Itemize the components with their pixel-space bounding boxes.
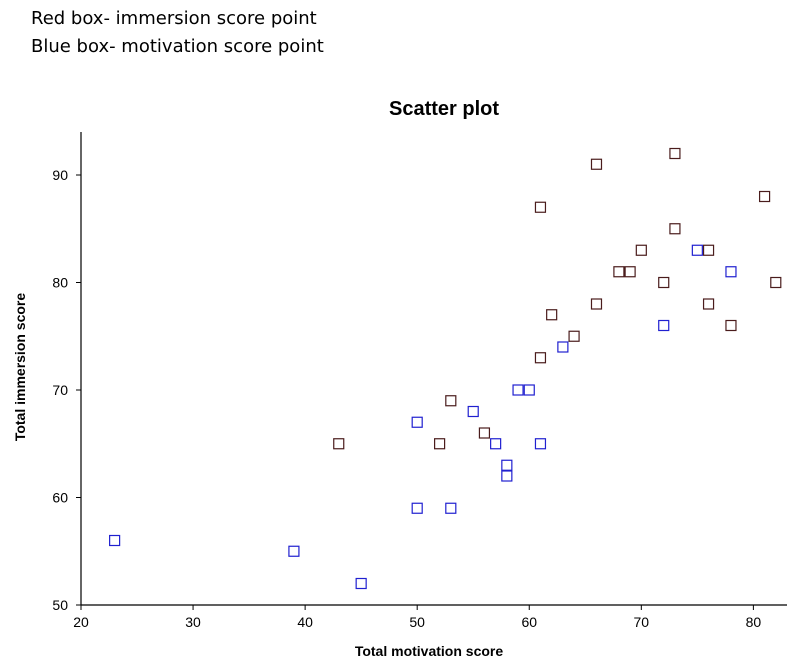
immersion-point xyxy=(534,352,547,364)
y-tick-label: 70 xyxy=(52,382,68,398)
motivation-point xyxy=(411,416,423,428)
motivation-point xyxy=(523,384,535,396)
motivation-point xyxy=(512,384,524,396)
immersion-point xyxy=(445,395,457,407)
motivation-point xyxy=(725,266,737,278)
motivation-point xyxy=(557,341,569,353)
legend-note-blue: Blue box- motivation score point xyxy=(31,36,324,57)
immersion-point xyxy=(770,276,782,289)
chart-title: Scatter plot xyxy=(389,98,499,120)
immersion-point xyxy=(624,266,636,278)
immersion-point xyxy=(702,298,715,310)
x-tick-label: 40 xyxy=(297,614,313,630)
motivation-point xyxy=(355,577,367,590)
immersion-point xyxy=(546,309,558,321)
y-tick-label: 60 xyxy=(52,490,68,506)
motivation-point xyxy=(288,545,300,557)
x-tick-label: 20 xyxy=(73,614,89,630)
data-points xyxy=(109,147,782,590)
x-axis-title: Total motivation score xyxy=(355,643,504,659)
legend-note-red: Red box- immersion score point xyxy=(31,8,317,29)
immersion-point xyxy=(658,276,670,289)
immersion-point xyxy=(635,244,647,256)
immersion-point xyxy=(568,330,580,342)
motivation-point xyxy=(691,244,703,256)
immersion-point xyxy=(669,147,681,160)
immersion-point xyxy=(613,266,625,278)
motivation-point xyxy=(411,502,423,514)
immersion-point xyxy=(590,158,603,170)
y-tick-label: 80 xyxy=(52,275,68,291)
motivation-point xyxy=(490,438,502,450)
x-tick-label: 60 xyxy=(521,614,537,630)
motivation-point xyxy=(501,470,513,482)
immersion-point xyxy=(702,244,715,256)
immersion-point xyxy=(478,427,491,439)
immersion-point xyxy=(725,319,737,332)
motivation-point xyxy=(534,438,547,450)
immersion-point xyxy=(534,201,547,213)
y-tick-label: 90 xyxy=(52,167,68,183)
motivation-point xyxy=(445,502,457,514)
x-tick-label: 80 xyxy=(746,614,762,630)
immersion-point xyxy=(590,298,603,310)
immersion-point xyxy=(669,223,681,235)
x-tick-label: 70 xyxy=(634,614,650,630)
immersion-point xyxy=(333,438,345,450)
axes: 20 30 40 50 60 70 80 50 60 70 80 90 xyxy=(52,132,787,630)
x-tick-label: 30 xyxy=(185,614,201,630)
x-tick-label: 50 xyxy=(409,614,425,630)
motivation-point xyxy=(658,319,670,332)
motivation-point xyxy=(467,405,479,418)
motivation-point xyxy=(501,459,513,471)
y-axis-title: Total immersion score xyxy=(12,293,28,442)
immersion-point xyxy=(434,438,446,450)
motivation-point xyxy=(109,534,121,547)
y-tick-label: 50 xyxy=(52,597,68,613)
immersion-point xyxy=(758,190,771,203)
